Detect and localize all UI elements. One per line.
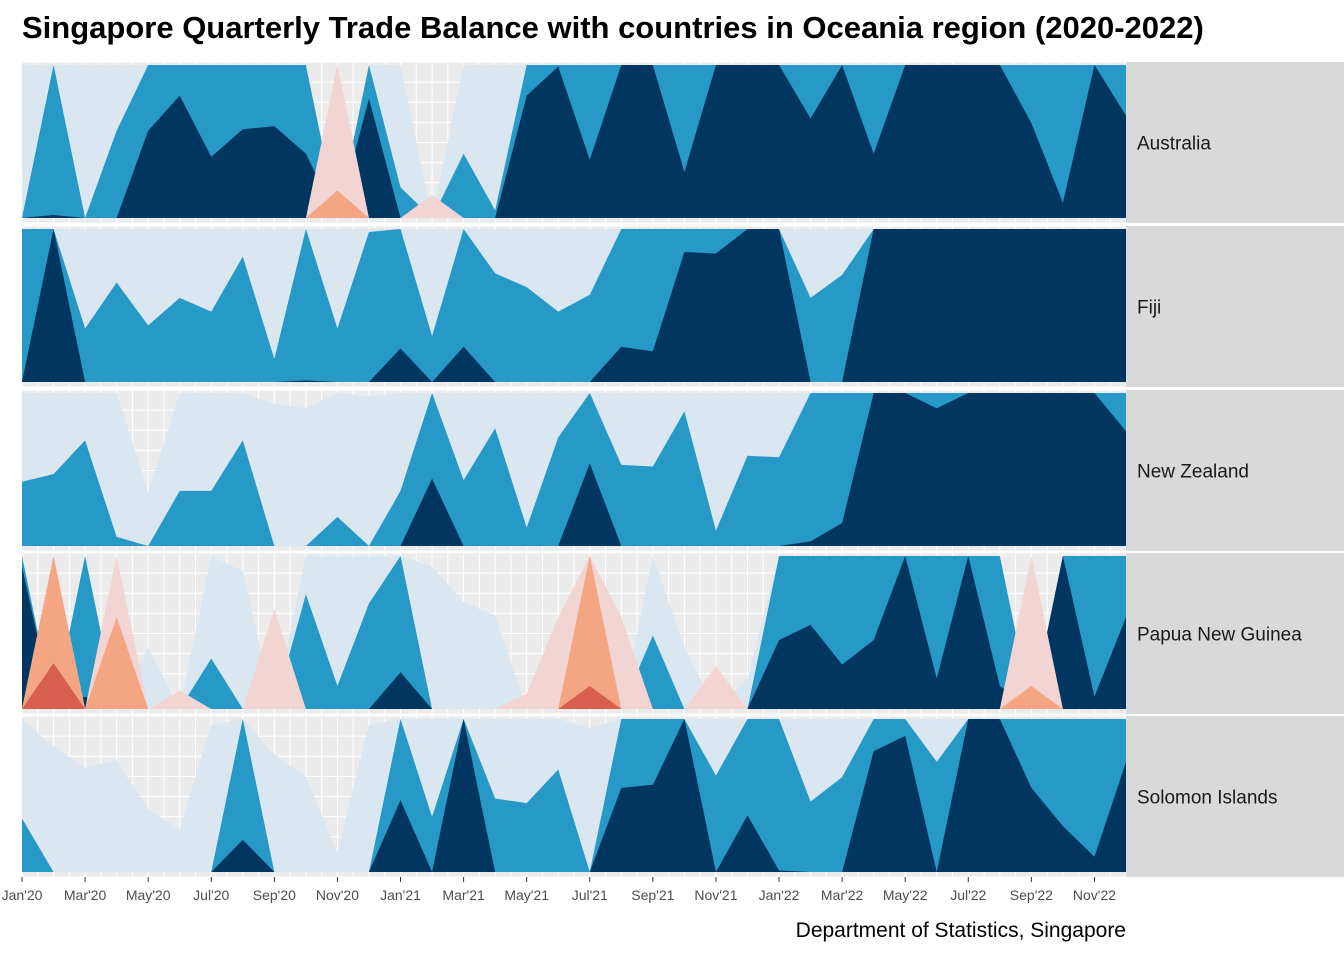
x-tick-label: Nov'22 xyxy=(1073,887,1116,903)
band-pos2 xyxy=(22,719,1126,872)
band-pos3 xyxy=(22,65,1126,218)
x-tick-label: Nov'21 xyxy=(694,887,737,903)
x-tick-label: Jan'20 xyxy=(2,887,43,903)
strip-background xyxy=(1126,226,1344,387)
x-tick-label: Mar'22 xyxy=(821,887,864,903)
band-pos3 xyxy=(22,229,1126,382)
x-tick-label: May'21 xyxy=(504,887,549,903)
band-neg2 xyxy=(22,556,1126,709)
x-tick-label: May'22 xyxy=(883,887,928,903)
chart-panels: Australia Fiji New Zealand Papua New Guinea… xyxy=(21,61,1344,878)
x-tick-label: Jan'21 xyxy=(380,887,421,903)
panel-solomon-islands: Solomon Islands xyxy=(21,715,1344,878)
band-pos3 xyxy=(22,719,1126,872)
strip-label: Papua New Guinea xyxy=(1137,625,1302,646)
x-tick-label: Sep'20 xyxy=(253,887,296,903)
band-pos3 xyxy=(22,556,1126,709)
x-tick-label: Jul'20 xyxy=(193,887,229,903)
panel-papua-new-guinea: Papua New Guinea xyxy=(21,552,1344,715)
x-tick-label: Sep'22 xyxy=(1010,887,1053,903)
x-axis: Jan'20 Mar'20 May'20 Jul'20 Sep'20 Nov'20 Jan'… xyxy=(2,877,1116,903)
x-tick-label: Mar'21 xyxy=(442,887,485,903)
x-tick-label: May'20 xyxy=(126,887,171,903)
chart-caption: Department of Statistics, Singapore xyxy=(795,919,1126,942)
x-tick-label: Jul'22 xyxy=(950,887,986,903)
strip-background xyxy=(1126,390,1344,551)
x-tick-label: Mar'20 xyxy=(64,887,107,903)
strip-label: Solomon Islands xyxy=(1137,788,1277,809)
strip-label: New Zealand xyxy=(1137,462,1249,483)
x-tick-label: Nov'20 xyxy=(316,887,359,903)
panel-fiji: Fiji xyxy=(21,225,1344,388)
band-neg3 xyxy=(22,663,1126,709)
x-tick-label: Sep'21 xyxy=(631,887,674,903)
strip-background xyxy=(1126,716,1344,877)
chart-title: Singapore Quarterly Trade Balance with c… xyxy=(22,10,1204,45)
strip-label: Australia xyxy=(1137,134,1211,155)
band-pos3 xyxy=(22,393,1126,546)
panel-new-zealand: New Zealand xyxy=(21,389,1344,552)
strip-background xyxy=(1126,553,1344,714)
strip-background xyxy=(1126,62,1344,223)
strip-label: Fiji xyxy=(1137,298,1161,319)
panel-australia: Australia xyxy=(21,61,1344,224)
x-tick-label: Jul'21 xyxy=(572,887,608,903)
x-tick-label: Jan'22 xyxy=(759,887,800,903)
